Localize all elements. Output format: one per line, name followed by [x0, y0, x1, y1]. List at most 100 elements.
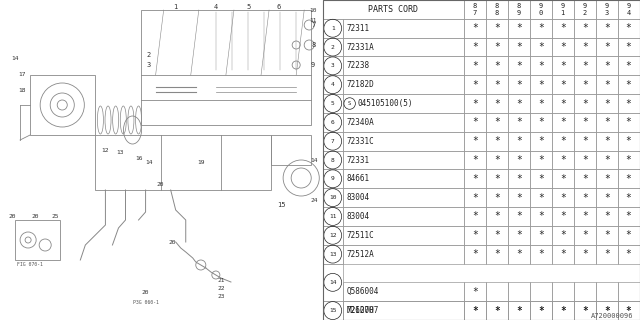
- Bar: [618, 38, 640, 56]
- Text: 7: 7: [311, 22, 316, 28]
- Text: 9
0: 9 0: [539, 3, 543, 16]
- Text: *: *: [494, 230, 500, 240]
- Text: *: *: [582, 136, 588, 146]
- Bar: [323, 56, 342, 75]
- Bar: [552, 169, 573, 188]
- Text: *: *: [494, 23, 500, 33]
- Bar: [323, 245, 342, 264]
- Text: *: *: [560, 136, 566, 146]
- Bar: [464, 56, 486, 75]
- Text: *: *: [472, 212, 477, 221]
- Text: 24: 24: [310, 197, 318, 203]
- Bar: [486, 169, 508, 188]
- Bar: [342, 38, 464, 56]
- Text: *: *: [516, 212, 522, 221]
- Bar: [486, 245, 508, 264]
- Bar: [596, 38, 618, 56]
- Bar: [596, 226, 618, 245]
- Bar: [464, 38, 486, 56]
- Bar: [323, 169, 342, 188]
- Bar: [552, 56, 573, 75]
- Text: 17: 17: [19, 73, 26, 77]
- Text: *: *: [560, 212, 566, 221]
- Bar: [573, 113, 596, 132]
- Text: 10: 10: [310, 7, 317, 12]
- Text: *: *: [494, 193, 500, 203]
- Bar: [508, 38, 530, 56]
- Text: 20: 20: [31, 213, 39, 219]
- Text: 13: 13: [116, 149, 124, 155]
- Bar: [618, 226, 640, 245]
- Bar: [323, 0, 464, 19]
- Bar: [530, 0, 552, 19]
- Text: *: *: [472, 174, 477, 184]
- Bar: [464, 188, 486, 207]
- Text: *: *: [604, 61, 610, 71]
- Text: *: *: [604, 42, 610, 52]
- Text: *: *: [516, 61, 522, 71]
- Bar: [596, 301, 618, 320]
- Text: 72182D: 72182D: [346, 80, 374, 89]
- Bar: [530, 38, 552, 56]
- Text: *: *: [560, 23, 566, 33]
- Text: 6: 6: [277, 4, 281, 10]
- Text: *: *: [494, 99, 500, 108]
- Bar: [618, 301, 640, 320]
- Text: 7: 7: [331, 139, 335, 144]
- Text: *: *: [516, 174, 522, 184]
- Bar: [464, 0, 486, 19]
- Bar: [508, 169, 530, 188]
- Text: 8: 8: [331, 157, 335, 163]
- Text: 72511C: 72511C: [346, 231, 374, 240]
- Bar: [486, 188, 508, 207]
- Bar: [530, 282, 552, 301]
- Text: *: *: [582, 80, 588, 90]
- Text: *: *: [538, 212, 543, 221]
- Text: *: *: [516, 249, 522, 259]
- Text: 8: 8: [311, 42, 316, 48]
- Text: 13: 13: [329, 252, 337, 257]
- Text: *: *: [494, 136, 500, 146]
- Text: *: *: [582, 23, 588, 33]
- Text: *: *: [472, 80, 477, 90]
- Bar: [530, 301, 552, 320]
- Bar: [486, 132, 508, 151]
- Text: 12: 12: [329, 233, 337, 238]
- Bar: [508, 245, 530, 264]
- Bar: [530, 151, 552, 169]
- Text: *: *: [582, 117, 588, 127]
- Bar: [464, 169, 486, 188]
- Bar: [323, 132, 342, 151]
- Bar: [618, 0, 640, 19]
- Text: *: *: [626, 306, 632, 316]
- Bar: [552, 301, 573, 320]
- Text: *: *: [582, 155, 588, 165]
- Bar: [596, 207, 618, 226]
- Bar: [464, 19, 486, 38]
- Bar: [486, 301, 508, 320]
- Bar: [464, 282, 486, 301]
- Text: 72331: 72331: [346, 156, 369, 164]
- Text: 22: 22: [217, 285, 225, 291]
- Bar: [552, 207, 573, 226]
- Text: *: *: [626, 306, 632, 316]
- Text: *: *: [560, 249, 566, 259]
- Bar: [618, 245, 640, 264]
- Text: *: *: [582, 249, 588, 259]
- Text: 3: 3: [331, 63, 335, 68]
- Bar: [342, 151, 464, 169]
- Bar: [323, 264, 342, 301]
- Bar: [342, 282, 464, 301]
- Bar: [486, 94, 508, 113]
- Text: 18: 18: [19, 87, 26, 92]
- Bar: [573, 207, 596, 226]
- Text: *: *: [494, 155, 500, 165]
- Bar: [596, 94, 618, 113]
- Bar: [508, 19, 530, 38]
- Text: *: *: [582, 99, 588, 108]
- Bar: [464, 245, 486, 264]
- Text: *: *: [582, 42, 588, 52]
- Bar: [486, 226, 508, 245]
- Text: *: *: [538, 306, 543, 316]
- Bar: [552, 301, 573, 320]
